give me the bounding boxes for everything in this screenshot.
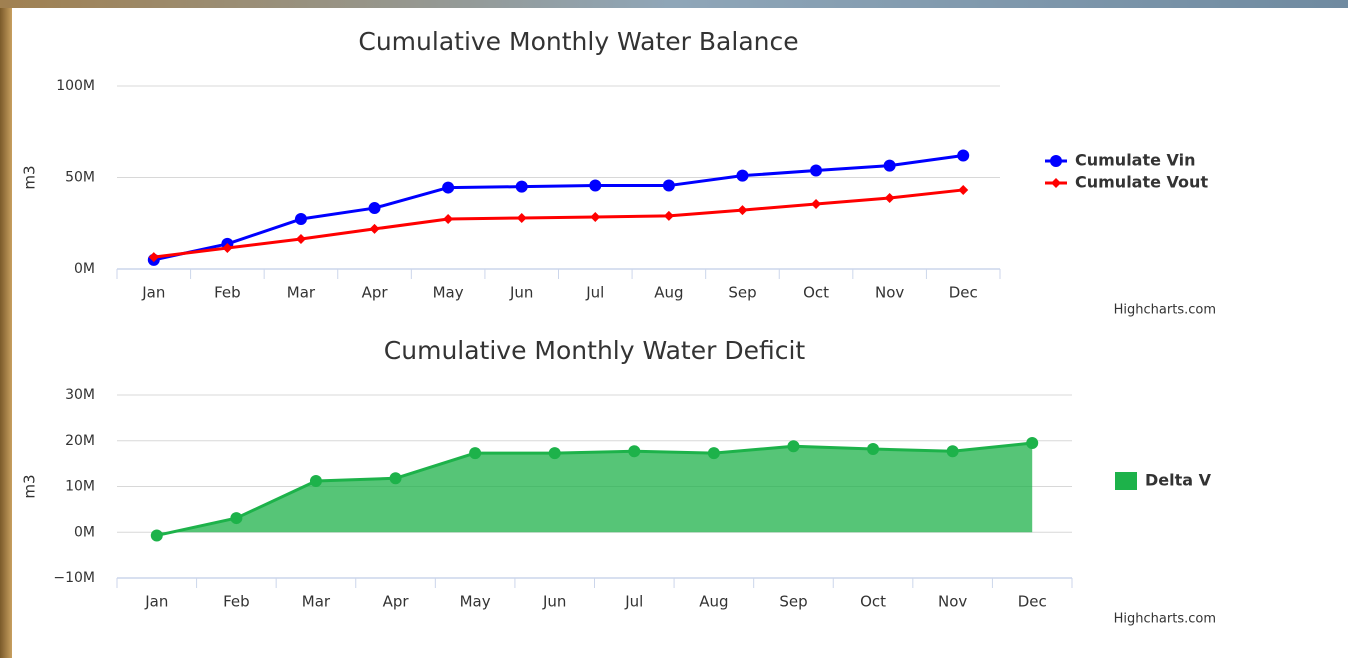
x-tick-label: Jun — [542, 593, 566, 611]
chart-title: Cumulative Monthly Water Deficit — [384, 336, 806, 365]
legend-symbol — [1051, 178, 1061, 188]
x-tick-label: Jan — [144, 593, 168, 611]
point-marker — [369, 202, 381, 214]
point-marker — [708, 447, 720, 459]
point-marker — [947, 445, 959, 457]
y-tick-label: 20M — [65, 433, 95, 449]
point-marker — [663, 180, 675, 192]
point-marker — [295, 213, 307, 225]
chart-title: Cumulative Monthly Water Balance — [358, 27, 798, 56]
point-marker — [442, 182, 454, 194]
x-tick-label: Oct — [803, 284, 829, 302]
y-tick-label: 50M — [65, 170, 95, 186]
x-tick-label: Mar — [302, 593, 331, 611]
x-tick-label: Feb — [223, 593, 250, 611]
point-marker — [516, 181, 528, 193]
x-tick-label: Nov — [875, 284, 904, 302]
point-marker — [1026, 437, 1038, 449]
point-marker — [787, 440, 799, 452]
area-fill — [157, 443, 1032, 535]
point-marker — [151, 529, 163, 541]
point-marker — [884, 160, 896, 172]
point-marker — [469, 447, 481, 459]
y-tick-label: 0M — [74, 261, 95, 277]
x-tick-label: May — [433, 284, 464, 302]
x-tick-label: Dec — [1018, 593, 1047, 611]
point-marker — [390, 472, 402, 484]
y-axis-label: m3 — [21, 474, 39, 498]
point-marker — [867, 443, 879, 455]
point-marker — [664, 211, 674, 221]
point-marker — [370, 224, 380, 234]
legend-symbol — [1050, 155, 1062, 167]
x-tick-label: Sep — [779, 593, 807, 611]
x-tick-label: Apr — [383, 593, 410, 611]
point-marker — [736, 170, 748, 182]
chart: Cumulative Monthly Water Balance m3 Highch… — [0, 0, 1348, 658]
point-marker — [589, 180, 601, 192]
page: Cumulative Monthly Water Balance m3 Highch… — [0, 0, 1348, 658]
series-line — [154, 156, 963, 260]
point-marker — [810, 165, 822, 177]
point-marker — [590, 212, 600, 222]
y-tick-label: −10M — [53, 570, 95, 586]
background-edge — [0, 0, 12, 658]
y-tick-label: 30M — [65, 387, 95, 403]
point-marker — [737, 205, 747, 215]
x-tick-label: Jun — [509, 284, 533, 302]
x-tick-label: Aug — [699, 593, 728, 611]
point-marker — [885, 193, 895, 203]
y-axis-label: m3 — [21, 165, 39, 189]
x-tick-label: Oct — [860, 593, 886, 611]
point-marker — [811, 199, 821, 209]
x-tick-label: Jul — [624, 593, 643, 611]
point-marker — [517, 213, 527, 223]
x-tick-label: Feb — [214, 284, 241, 302]
point-marker — [230, 512, 242, 524]
x-tick-label: Jan — [141, 284, 165, 302]
point-marker — [296, 234, 306, 244]
y-tick-label: 0M — [74, 524, 95, 540]
x-tick-label: May — [460, 593, 491, 611]
x-tick-label: Mar — [287, 284, 316, 302]
series-line — [154, 190, 963, 257]
point-marker — [958, 185, 968, 195]
legend-label: Cumulate Vout — [1075, 173, 1208, 192]
y-tick-label: 100M — [56, 78, 95, 94]
legend-label: Cumulate Vin — [1075, 151, 1196, 170]
point-marker — [957, 150, 969, 162]
x-tick-label: Apr — [362, 284, 389, 302]
legend-symbol — [1115, 472, 1137, 490]
x-tick-label: Sep — [728, 284, 756, 302]
x-tick-label: Dec — [949, 284, 978, 302]
point-marker — [310, 475, 322, 487]
y-tick-label: 10M — [65, 479, 95, 495]
credits: Highcharts.com — [1114, 612, 1216, 627]
point-marker — [549, 447, 561, 459]
background-top — [0, 0, 1348, 8]
x-tick-label: Aug — [654, 284, 683, 302]
x-tick-label: Nov — [938, 593, 967, 611]
credits: Highcharts.com — [1114, 303, 1216, 318]
point-marker — [443, 214, 453, 224]
point-marker — [628, 445, 640, 457]
legend-label: Delta V — [1145, 471, 1212, 490]
x-tick-label: Jul — [585, 284, 604, 302]
